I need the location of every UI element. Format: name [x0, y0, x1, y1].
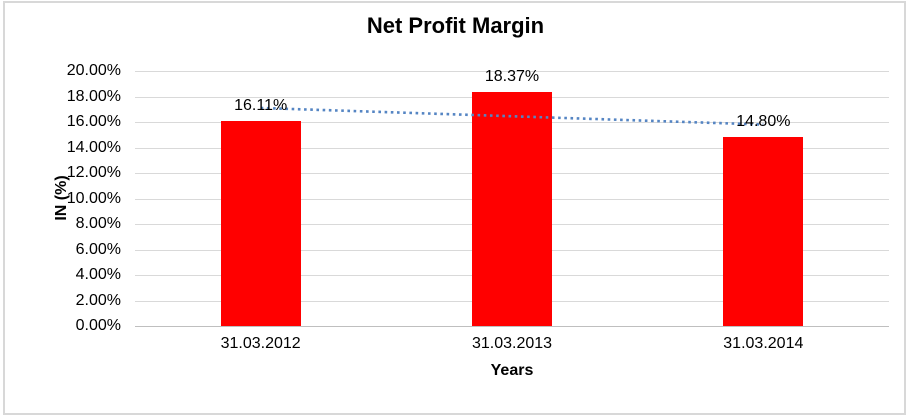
y-tick-label: 10.00%	[66, 189, 121, 207]
data-label: 16.11%	[234, 96, 288, 114]
bar-31.03.2014	[723, 137, 804, 326]
x-tick-label: 31.03.2013	[471, 335, 553, 352]
x-tick-label: 31.03.2014	[723, 335, 804, 352]
y-tick-label: 2.00%	[75, 291, 121, 309]
y-tick-label: 16.00%	[66, 113, 121, 130]
x-tick-label: 31.03.2012	[220, 335, 301, 352]
y-tick-label: 0.00%	[75, 317, 121, 334]
y-tick-label: 18.00%	[66, 87, 121, 105]
y-tick-label: 20.00%	[66, 62, 121, 79]
data-label: 14.80%	[736, 113, 791, 131]
bar-31.03.2013	[472, 91, 552, 326]
trendline-path	[260, 106, 764, 126]
chart-title: Net Profit Margin	[366, 13, 545, 38]
plot-area: 16.11% 18.37% 14.80%	[135, 67, 889, 327]
gridline	[135, 71, 889, 72]
y-tick-label: 8.00%	[75, 215, 121, 232]
y-tick-label: 12.00%	[66, 164, 121, 181]
y-tick-label: 14.00%	[66, 138, 121, 156]
y-tick-label: 6.00%	[75, 240, 121, 258]
x-axis-line	[135, 326, 889, 327]
y-tick-label: 4.00%	[75, 266, 121, 283]
data-label: 18.37%	[484, 67, 540, 85]
x-axis-title: Years	[490, 362, 534, 379]
bar-31.03.2012	[220, 120, 301, 326]
